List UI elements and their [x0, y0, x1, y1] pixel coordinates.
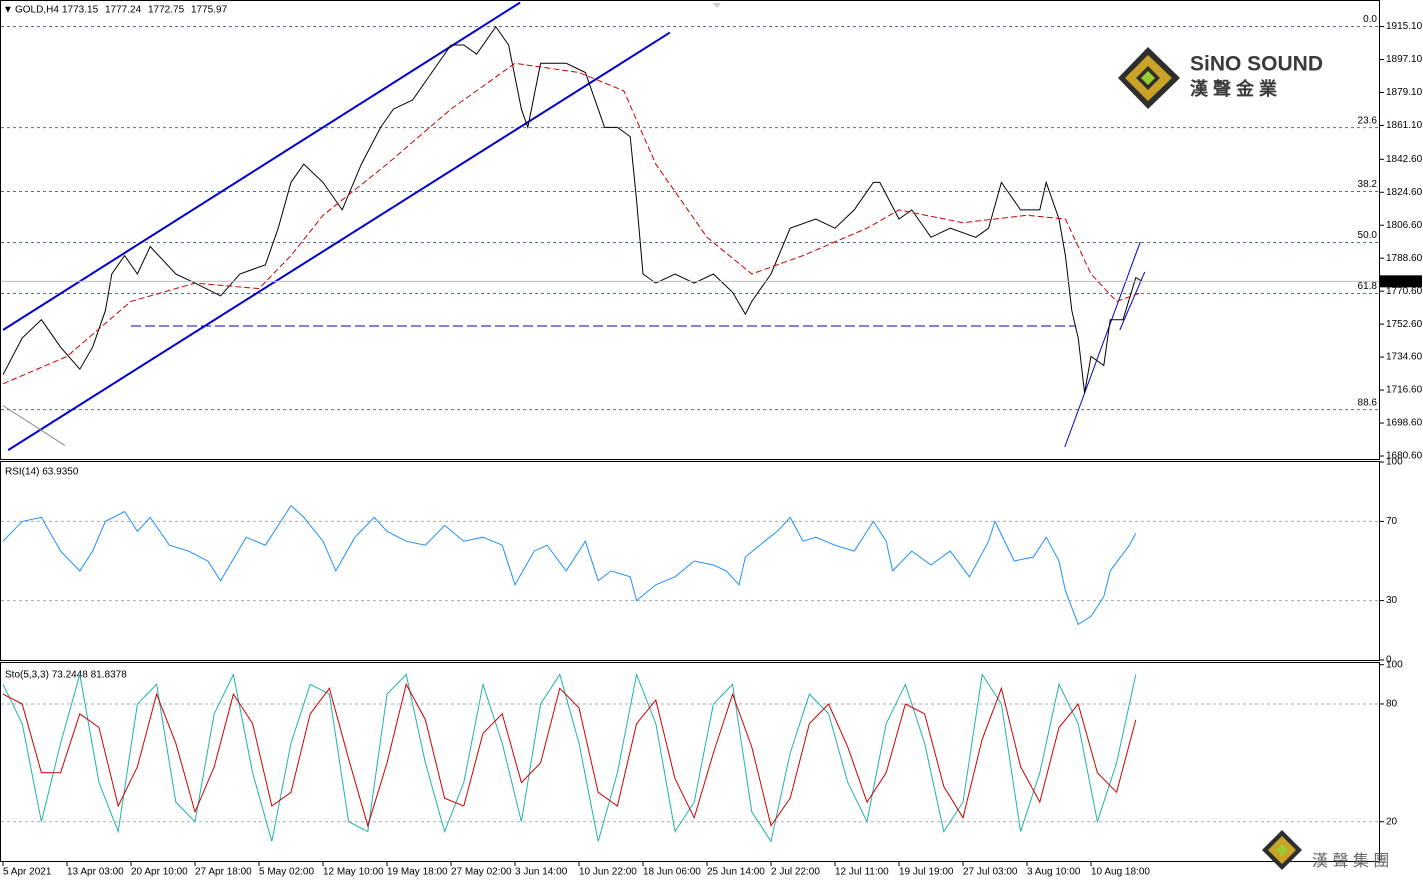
close: 1775.97: [191, 5, 228, 16]
menu-arrow: ▼: [3, 5, 13, 16]
level-label: 23.6: [1358, 115, 1378, 126]
y-tick-label: 1806.60: [1386, 220, 1423, 231]
series-line: [2, 25, 1143, 394]
y-tick-label: 80: [1386, 699, 1398, 710]
x-tick-label: 12 Jul 11:00: [835, 867, 889, 878]
y-tick-label: 0: [1386, 655, 1392, 666]
x-tick-label: 2 Jul 22:00: [771, 867, 820, 878]
x-tick-label: 25 Jun 14:00: [707, 867, 765, 878]
x-tick-label: 3 Aug 10:00: [1027, 867, 1081, 878]
y-tick-label: 1752.60: [1386, 319, 1423, 330]
indicator-title: Sto(5,3,3) 73.2448 81.8378: [5, 669, 127, 680]
y-tick-label: 1824.60: [1386, 187, 1423, 198]
x-tick-label: 13 Apr 03:00: [67, 867, 124, 878]
logo-diamond-center: [1141, 71, 1155, 85]
series-line: [2, 672, 1137, 843]
x-tick-label: 18 Jun 06:00: [643, 867, 701, 878]
x-tick-label: 27 Apr 18:00: [195, 867, 252, 878]
stoch-panel: [0, 662, 1380, 862]
x-tick-label: 27 May 02:00: [451, 867, 512, 878]
trendline: [1064, 241, 1141, 448]
x-tick-label: 27 Jul 03:00: [963, 867, 1018, 878]
symbol: GOLD,H4: [15, 5, 59, 16]
x-tick-label: 10 Jun 22:00: [579, 867, 637, 878]
low: 1772.75: [148, 5, 185, 16]
y-tick-label: 1915.10: [1386, 21, 1423, 32]
y-tick-label: 1680.60: [1386, 451, 1423, 462]
x-tick-label: 5 May 02:00: [259, 867, 314, 878]
y-tick-label: 20: [1386, 816, 1398, 827]
y-tick-label: 70: [1386, 516, 1398, 527]
open: 1773.15: [62, 5, 99, 16]
series-line: [2, 62, 1143, 385]
series-line: [2, 682, 1137, 828]
indicator-title: RSI(14) 63.9350: [5, 467, 79, 478]
x-tick-label: 3 Jun 14:00: [515, 867, 568, 878]
price-panel: [0, 0, 1380, 460]
x-tick-label: 19 Jul 19:00: [899, 867, 954, 878]
y-tick-label: 1734.60: [1386, 352, 1423, 363]
x-tick-label: 20 Apr 10:00: [131, 867, 188, 878]
rsi-panel: [0, 461, 1380, 661]
y-tick-label: 1716.60: [1386, 385, 1423, 396]
y-tick-label: 100: [1386, 659, 1403, 670]
y-tick-label: 1842.60: [1386, 154, 1423, 165]
x-tick-label: 5 Apr 2021: [3, 867, 52, 878]
x-tick-label: 19 May 18:00: [387, 867, 448, 878]
trendline: [2, 1, 521, 331]
y-tick-label: 1770.60: [1386, 286, 1423, 297]
level-label: 88.6: [1358, 397, 1378, 408]
current-price-label: 1775.97: [1383, 276, 1420, 287]
y-tick-label: 100: [1386, 457, 1403, 468]
logo: SiNO SOUND 漢 聲 金 業 漢 聲 集 團: [1118, 47, 1389, 870]
level-label: 38.2: [1358, 179, 1378, 190]
logo-chinese: 漢 聲 金 業: [1190, 78, 1278, 99]
x-tick-label: 12 May 10:00: [323, 867, 384, 878]
level-label: 61.8: [1358, 281, 1378, 292]
footer-diamond-center: [1276, 844, 1288, 856]
current-price-box: [1380, 275, 1422, 288]
level-label: 0.0: [1363, 14, 1377, 25]
series-line: [2, 504, 1137, 626]
scroll-marker: [713, 3, 721, 8]
logo-footer: 漢 聲 集 團: [1312, 852, 1389, 870]
y-tick-label: 1879.10: [1386, 87, 1423, 98]
trendline: [7, 31, 671, 451]
high: 1777.24: [105, 5, 142, 16]
x-tick-label: 10 Aug 18:00: [1091, 867, 1150, 878]
y-tick-label: 1897.10: [1386, 54, 1423, 65]
y-tick-label: 1698.60: [1386, 418, 1423, 429]
logo-name: SiNO SOUND: [1190, 53, 1323, 76]
trendline: [2, 405, 66, 446]
y-tick-label: 1788.60: [1386, 253, 1423, 264]
y-tick-label: 1861.10: [1386, 120, 1423, 131]
y-tick-label: 30: [1386, 595, 1398, 606]
level-label: 50.0: [1358, 230, 1378, 241]
